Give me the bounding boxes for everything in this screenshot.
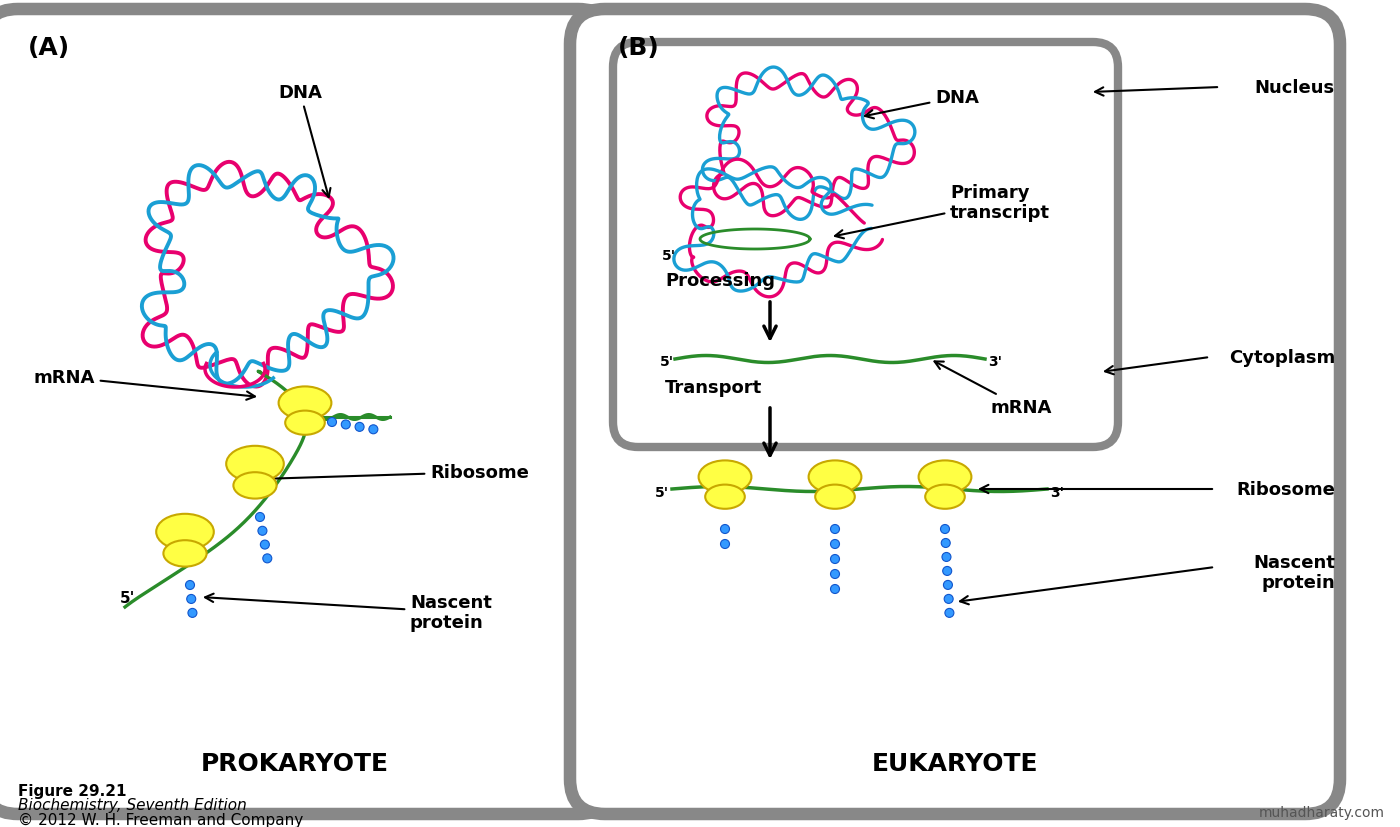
Circle shape <box>944 581 952 590</box>
Ellipse shape <box>925 485 965 509</box>
Text: 5': 5' <box>120 590 136 605</box>
Ellipse shape <box>815 485 855 509</box>
Text: Nascent
protein: Nascent protein <box>204 593 491 632</box>
Circle shape <box>830 555 840 564</box>
Text: Nucleus: Nucleus <box>1254 79 1336 97</box>
Text: PROKARYOTE: PROKARYOTE <box>202 751 389 775</box>
Text: 3': 3' <box>1050 485 1064 500</box>
FancyBboxPatch shape <box>613 43 1119 447</box>
Circle shape <box>328 418 336 427</box>
Circle shape <box>945 609 953 618</box>
Ellipse shape <box>164 541 207 567</box>
Circle shape <box>356 423 364 432</box>
Text: (A): (A) <box>28 36 70 60</box>
Text: Transport: Transport <box>665 379 762 396</box>
Ellipse shape <box>286 411 325 435</box>
Text: Cytoplasm: Cytoplasm <box>1229 348 1336 366</box>
Text: DNA: DNA <box>279 84 330 198</box>
Text: 5': 5' <box>662 249 676 263</box>
Circle shape <box>185 581 195 590</box>
Text: Ribosome: Ribosome <box>265 463 529 483</box>
Circle shape <box>942 566 952 576</box>
Text: Nascent
protein: Nascent protein <box>1253 553 1336 591</box>
Text: Figure 29.21: Figure 29.21 <box>18 783 126 798</box>
Circle shape <box>186 595 196 604</box>
Text: Primary
transcript: Primary transcript <box>834 184 1050 239</box>
Ellipse shape <box>157 514 214 550</box>
Circle shape <box>263 554 272 563</box>
Text: Biochemistry, Seventh Edition: Biochemistry, Seventh Edition <box>18 797 246 812</box>
Circle shape <box>721 540 729 549</box>
Text: EUKARYOTE: EUKARYOTE <box>872 751 1039 775</box>
Text: Processing: Processing <box>665 272 776 289</box>
Text: (B): (B) <box>617 36 659 60</box>
Circle shape <box>944 595 953 604</box>
Text: 3': 3' <box>988 355 1002 369</box>
Circle shape <box>721 525 729 534</box>
Circle shape <box>830 525 840 534</box>
Circle shape <box>255 513 265 522</box>
FancyBboxPatch shape <box>0 10 613 814</box>
Ellipse shape <box>918 461 972 494</box>
Text: mRNA: mRNA <box>34 369 255 400</box>
Ellipse shape <box>699 461 752 494</box>
Circle shape <box>260 540 269 549</box>
Text: Ribosome: Ribosome <box>1236 480 1336 499</box>
Circle shape <box>342 420 350 429</box>
Ellipse shape <box>706 485 745 509</box>
Ellipse shape <box>227 447 284 482</box>
Circle shape <box>258 527 267 536</box>
Circle shape <box>830 570 840 579</box>
Ellipse shape <box>279 387 332 420</box>
Circle shape <box>830 540 840 549</box>
FancyBboxPatch shape <box>570 10 1340 814</box>
Circle shape <box>188 609 197 618</box>
Circle shape <box>368 425 378 434</box>
Circle shape <box>942 552 951 562</box>
Text: 5': 5' <box>659 355 675 369</box>
Text: © 2012 W. H. Freeman and Company: © 2012 W. H. Freeman and Company <box>18 812 304 827</box>
Text: muhadharaty.com: muhadharaty.com <box>1259 805 1385 819</box>
Text: 5': 5' <box>655 485 669 500</box>
Text: DNA: DNA <box>865 88 979 119</box>
Ellipse shape <box>234 472 277 499</box>
Circle shape <box>830 585 840 594</box>
Circle shape <box>941 525 949 534</box>
Text: mRNA: mRNA <box>935 362 1051 417</box>
Circle shape <box>941 539 951 547</box>
Ellipse shape <box>809 461 861 494</box>
